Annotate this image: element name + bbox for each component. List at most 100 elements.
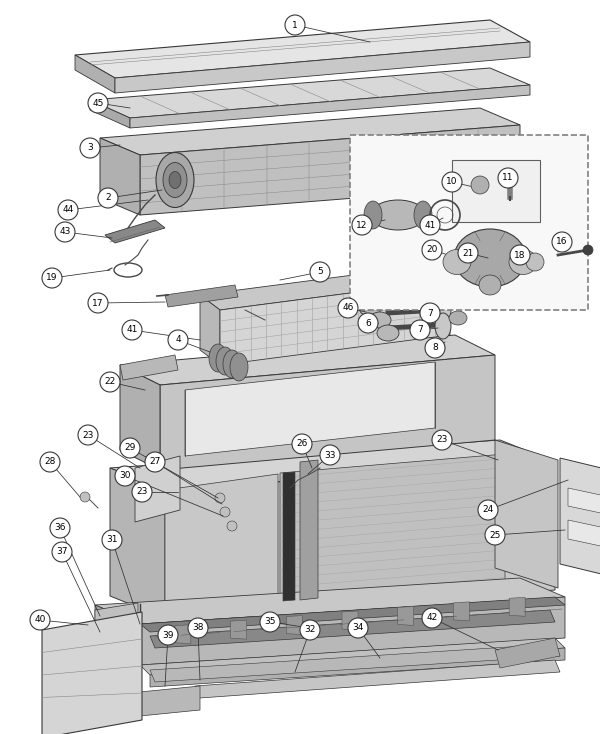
Polygon shape xyxy=(42,612,142,734)
Text: 21: 21 xyxy=(463,249,473,258)
Circle shape xyxy=(215,493,225,503)
Polygon shape xyxy=(75,55,115,93)
Ellipse shape xyxy=(369,312,391,328)
Polygon shape xyxy=(150,644,560,682)
Circle shape xyxy=(88,93,108,113)
Polygon shape xyxy=(150,648,565,687)
Text: 24: 24 xyxy=(482,506,494,515)
Polygon shape xyxy=(286,616,302,635)
Circle shape xyxy=(425,338,445,358)
Circle shape xyxy=(410,320,430,340)
Text: 31: 31 xyxy=(106,536,118,545)
Circle shape xyxy=(98,188,118,208)
Text: 4: 4 xyxy=(175,335,181,344)
Circle shape xyxy=(145,452,165,472)
Text: 40: 40 xyxy=(34,616,46,625)
Polygon shape xyxy=(120,335,495,385)
Circle shape xyxy=(320,445,340,465)
Polygon shape xyxy=(160,355,495,470)
Circle shape xyxy=(422,240,442,260)
Ellipse shape xyxy=(371,200,425,230)
Circle shape xyxy=(285,15,305,35)
Circle shape xyxy=(58,200,78,220)
Polygon shape xyxy=(140,638,565,675)
Circle shape xyxy=(420,215,440,235)
Polygon shape xyxy=(185,362,435,456)
Ellipse shape xyxy=(414,201,432,229)
Circle shape xyxy=(358,313,378,333)
Polygon shape xyxy=(509,597,525,617)
Polygon shape xyxy=(220,280,450,365)
Polygon shape xyxy=(95,578,565,624)
Polygon shape xyxy=(120,355,178,380)
Polygon shape xyxy=(150,610,555,648)
Polygon shape xyxy=(140,686,200,716)
Circle shape xyxy=(510,245,530,265)
Circle shape xyxy=(102,530,122,550)
Circle shape xyxy=(310,262,330,282)
Circle shape xyxy=(168,330,188,350)
Circle shape xyxy=(40,452,60,472)
Ellipse shape xyxy=(377,325,399,341)
Polygon shape xyxy=(120,365,160,470)
Circle shape xyxy=(42,268,62,288)
Polygon shape xyxy=(100,108,520,155)
Circle shape xyxy=(583,245,593,255)
Text: 29: 29 xyxy=(124,443,136,452)
Polygon shape xyxy=(200,265,450,310)
Polygon shape xyxy=(140,597,565,632)
Ellipse shape xyxy=(169,172,181,189)
Text: 12: 12 xyxy=(356,220,368,230)
Circle shape xyxy=(120,438,140,458)
Ellipse shape xyxy=(443,250,471,275)
Text: 17: 17 xyxy=(92,299,104,308)
Ellipse shape xyxy=(435,297,451,323)
Bar xyxy=(452,160,540,222)
Text: 44: 44 xyxy=(62,206,74,214)
Text: 27: 27 xyxy=(149,457,161,467)
Polygon shape xyxy=(495,638,560,668)
Circle shape xyxy=(338,298,358,318)
Circle shape xyxy=(348,618,368,638)
Polygon shape xyxy=(230,620,247,639)
Ellipse shape xyxy=(156,153,194,208)
Polygon shape xyxy=(175,625,191,644)
Polygon shape xyxy=(140,597,565,665)
Text: 32: 32 xyxy=(304,625,316,634)
Text: 46: 46 xyxy=(343,303,353,313)
Text: 34: 34 xyxy=(352,623,364,633)
Circle shape xyxy=(526,253,544,271)
Circle shape xyxy=(80,138,100,158)
Ellipse shape xyxy=(230,353,248,381)
Polygon shape xyxy=(140,125,520,215)
Ellipse shape xyxy=(449,311,467,325)
Text: 41: 41 xyxy=(127,325,137,335)
Text: 30: 30 xyxy=(119,471,131,481)
Ellipse shape xyxy=(359,300,381,316)
Circle shape xyxy=(115,466,135,486)
Circle shape xyxy=(132,482,152,502)
Text: 42: 42 xyxy=(427,614,437,622)
Circle shape xyxy=(80,492,90,502)
Text: 28: 28 xyxy=(44,457,56,467)
Text: 45: 45 xyxy=(92,98,104,107)
Polygon shape xyxy=(110,440,555,490)
Ellipse shape xyxy=(216,347,234,375)
Polygon shape xyxy=(568,520,600,548)
Text: 6: 6 xyxy=(365,319,371,327)
Text: 43: 43 xyxy=(59,228,71,236)
Polygon shape xyxy=(165,285,238,307)
Circle shape xyxy=(458,243,478,263)
Polygon shape xyxy=(200,295,220,365)
Text: 1: 1 xyxy=(292,21,298,29)
Polygon shape xyxy=(560,458,600,578)
Text: 3: 3 xyxy=(87,144,93,153)
Polygon shape xyxy=(454,602,469,621)
Circle shape xyxy=(420,303,440,323)
Polygon shape xyxy=(105,220,165,243)
Text: 19: 19 xyxy=(46,274,58,283)
Polygon shape xyxy=(300,460,318,600)
Circle shape xyxy=(498,168,518,188)
Circle shape xyxy=(292,434,312,454)
Polygon shape xyxy=(115,42,530,93)
